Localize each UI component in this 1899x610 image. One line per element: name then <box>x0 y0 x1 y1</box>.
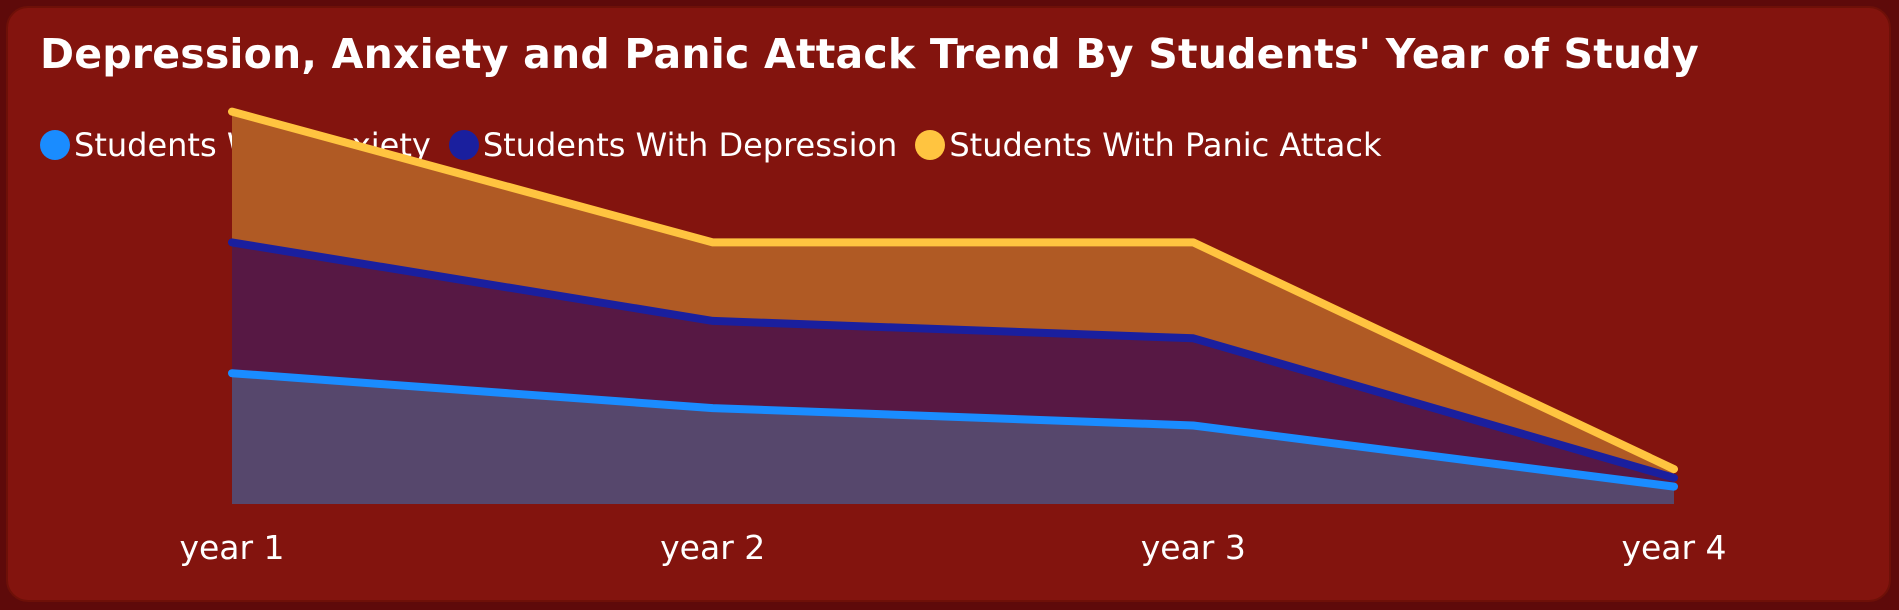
series-line-panic-attack[interactable] <box>228 107 1678 474</box>
legend-label-panic-attack: Students With Panic Attack <box>949 126 1382 164</box>
legend-label-depression: Students With Depression <box>482 126 898 164</box>
chart-title: Depression, Anxiety and Panic Attack Tre… <box>40 30 1699 78</box>
area-chart: year 1 year 2 year 3 year 4 <box>179 107 1727 567</box>
series-lines <box>228 107 1678 491</box>
legend-item-depression[interactable]: Students With Depression <box>448 126 898 164</box>
x-tick-label-year-2: year 2 <box>660 528 765 567</box>
area-fill-anxiety <box>232 373 1674 504</box>
x-axis: year 1 year 2 year 3 year 4 <box>179 528 1726 567</box>
legend-item-panic-attack[interactable]: Students With Panic Attack <box>915 126 1382 164</box>
x-tick-label-year-4: year 4 <box>1621 528 1726 567</box>
chart-card: Depression, Anxiety and Panic Attack Tre… <box>6 6 1891 602</box>
series-line-depression[interactable] <box>228 238 1678 482</box>
legend-marker-anxiety <box>40 130 70 160</box>
x-tick-label-year-1: year 1 <box>179 528 284 567</box>
x-tick-label-year-3: year 3 <box>1141 528 1246 567</box>
chart-legend: Students With Anxiety Students With Depr… <box>40 126 1400 164</box>
legend-marker-depression <box>448 130 479 160</box>
legend-marker-panic-attack <box>915 130 946 160</box>
series-line-anxiety[interactable] <box>228 369 1678 491</box>
